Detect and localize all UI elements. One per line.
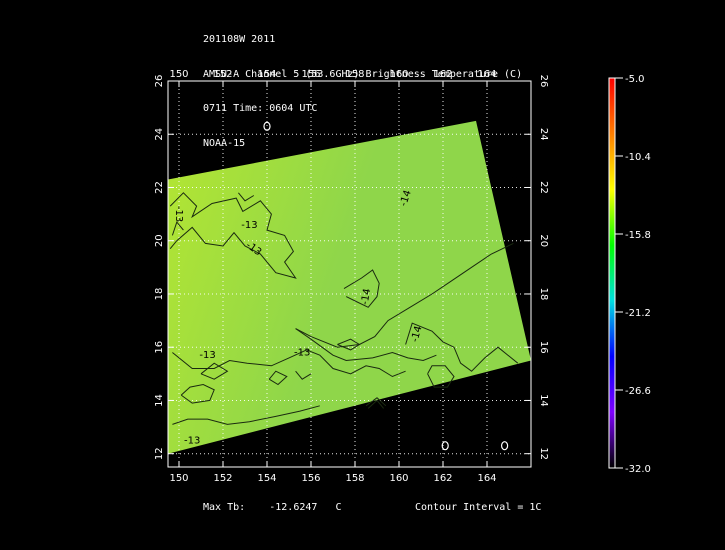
contour-line — [405, 322, 519, 372]
colorbar-tick-label: -21.2 — [625, 308, 651, 319]
contour-label: -13 — [294, 348, 310, 359]
island-marker — [263, 121, 271, 131]
colorbar-tick-label: -15.8 — [625, 230, 651, 241]
y-tick-label-right: 26 — [538, 75, 549, 88]
y-tick-label-left: 16 — [154, 341, 165, 354]
island-marker — [441, 441, 449, 451]
contour-interval: Contour Interval = 1C — [415, 502, 542, 513]
y-tick-label-right: 16 — [538, 341, 549, 354]
y-tick-label-right: 18 — [538, 288, 549, 301]
y-tick-label-right: 14 — [538, 394, 549, 407]
contour-label: -14 — [360, 288, 374, 306]
contour-label: -13 — [241, 220, 257, 231]
x-tick-label-top: 154 — [257, 69, 276, 80]
y-tick-label-left: 22 — [154, 181, 165, 194]
x-tick-label-top: 150 — [169, 69, 188, 80]
x-tick-label-bottom: 152 — [213, 473, 232, 484]
contour-line — [172, 405, 320, 425]
x-tick-label-bottom: 154 — [257, 473, 276, 484]
contour-line — [343, 269, 380, 308]
x-tick-label-top: 164 — [477, 69, 496, 80]
y-tick-label-left: 18 — [154, 288, 165, 301]
x-tick-label-top: 158 — [345, 69, 364, 80]
contour-line — [367, 399, 384, 409]
y-tick-label-left: 14 — [154, 394, 165, 407]
x-tick-label-top: 156 — [301, 69, 320, 80]
colorbar-tick-label: -5.0 — [625, 74, 645, 85]
y-tick-label-left: 20 — [154, 234, 165, 247]
contour-line — [200, 362, 229, 380]
chart-time: 0711 Time: 0604 UTC — [203, 103, 318, 114]
x-tick-label-bottom: 150 — [169, 473, 188, 484]
contour-line — [295, 370, 312, 380]
contour-label: -13 — [199, 350, 215, 361]
chart-date: 201108W 2011 — [203, 34, 276, 45]
contour-line — [180, 383, 215, 404]
colorbar-tick-label: -32.0 — [625, 464, 651, 475]
contour-line — [268, 370, 288, 386]
colorbar-tick-label: -10.4 — [625, 152, 651, 163]
y-tick-label-right: 24 — [538, 128, 549, 141]
contour-line — [365, 397, 387, 407]
x-tick-label-bottom: 162 — [433, 473, 452, 484]
x-tick-label-bottom: 160 — [389, 473, 408, 484]
contour-label: -14 — [410, 325, 425, 344]
max-tb-value: -12.6247 — [269, 502, 318, 513]
x-tick-label-bottom: 156 — [301, 473, 320, 484]
y-tick-label-left: 26 — [154, 75, 165, 88]
max-tb-readout: Max Tb: -12.6247 C — [203, 502, 342, 513]
x-tick-label-bottom: 158 — [345, 473, 364, 484]
y-tick-label-left: 24 — [154, 128, 165, 141]
contour-line — [238, 192, 255, 202]
contour-line — [427, 365, 455, 388]
contour-label: -13 — [184, 435, 200, 446]
y-tick-label-left: 12 — [154, 447, 165, 460]
data-swath — [168, 120, 531, 454]
island-marker — [501, 441, 509, 451]
y-tick-label-right: 22 — [538, 181, 549, 194]
x-tick-label-bottom: 164 — [477, 473, 496, 484]
max-tb-unit: C — [335, 502, 342, 513]
contour-line — [169, 192, 297, 279]
y-tick-label-right: 20 — [538, 234, 549, 247]
x-tick-label-top: 160 — [389, 69, 408, 80]
contour-label: -13 — [173, 206, 184, 222]
plot-frame — [167, 80, 532, 468]
chart-title: AMSU-A Channel 5 (53.6GHz) Brightness Te… — [203, 68, 523, 80]
max-tb-label: Max Tb: — [203, 502, 246, 513]
contour-line — [171, 221, 184, 236]
contour-line — [295, 328, 437, 362]
chart-header: 201108W 2011 AMSU-A Channel 5 (53.6GHz) … — [203, 11, 522, 161]
x-tick-label-top: 152 — [213, 69, 232, 80]
colorbar-tick-label: -26.6 — [625, 386, 651, 397]
contour-label: -14 — [398, 189, 414, 208]
colorbar — [608, 77, 616, 469]
y-tick-label-right: 12 — [538, 447, 549, 460]
x-tick-label-top: 162 — [433, 69, 452, 80]
contour-line — [337, 338, 361, 351]
chart-satellite: NOAA-15 — [203, 137, 246, 149]
contour-line — [295, 242, 514, 348]
